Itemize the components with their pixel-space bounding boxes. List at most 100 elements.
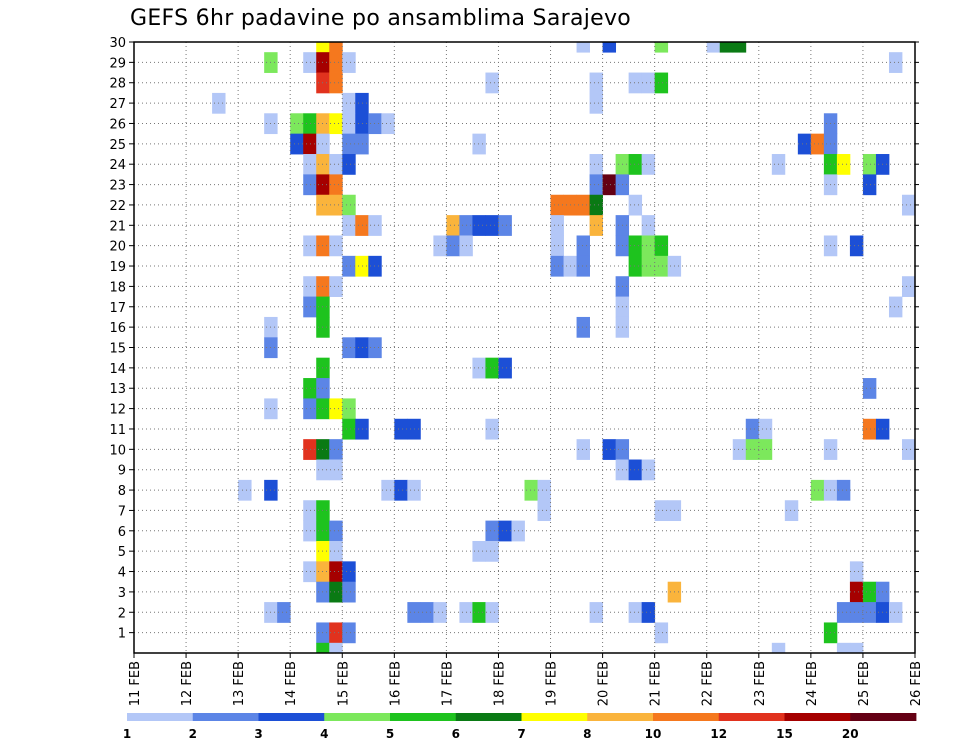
precip-cell-m0-t55 — [849, 642, 864, 654]
axis-ticks: 1234567891011121314151617181920212223242… — [109, 36, 924, 706]
precip-cell-m21-t35 — [589, 215, 603, 236]
x-tick-label: 20 FEB — [597, 661, 612, 706]
precip-cell-m19-t32 — [550, 255, 564, 277]
y-tick-label: 5 — [118, 545, 126, 560]
legend-label: 7 — [517, 727, 525, 741]
precip-cell-m4-t15 — [329, 561, 343, 583]
precip-cell-m26-t16 — [342, 113, 356, 135]
precip-cell-m21-t26 — [472, 215, 486, 236]
precip-cell-m9-t38 — [628, 459, 643, 481]
precip-cell-m22-t16 — [342, 194, 356, 216]
precip-cell-m5-t26 — [472, 540, 486, 562]
color-legend: 1 2 3 4 5 6 7 8 10 12 15 20 — [123, 713, 917, 741]
precip-cell-m19-t16 — [342, 255, 356, 277]
precip-cell-m3-t55 — [849, 581, 864, 603]
y-tick-label: 10 — [109, 443, 126, 458]
legend-label: 4 — [320, 727, 328, 741]
y-tick-label: 15 — [109, 342, 126, 357]
precip-cell-m4-t13 — [303, 561, 317, 583]
x-tick-label: 22 FEB — [701, 661, 716, 706]
legend-swatch — [521, 713, 588, 721]
precip-cell-m8-t52 — [810, 479, 825, 501]
precip-cell-m20-t38 — [628, 235, 643, 257]
legend-swatch — [127, 713, 194, 721]
precip-cell-m20-t34 — [576, 235, 590, 257]
precip-cell-m26-t17 — [355, 113, 369, 135]
precip-cell-m21-t39 — [641, 215, 656, 236]
precip-cell-m18-t59 — [901, 276, 916, 297]
precip-cell-m29-t15 — [329, 52, 343, 73]
y-tick-label: 8 — [118, 484, 126, 499]
precip-cell-m20-t39 — [641, 235, 656, 257]
precip-cell-m25-t51 — [797, 133, 812, 155]
x-tick-label: 17 FEB — [440, 661, 455, 706]
x-tick-label: 16 FEB — [388, 661, 403, 706]
precip-cell-m6-t28 — [498, 520, 512, 542]
precip-cell-m26-t15 — [329, 113, 343, 135]
precip-cell-m1-t40 — [654, 622, 669, 644]
y-tick-label: 30 — [109, 36, 126, 51]
precip-cell-m25-t16 — [342, 133, 356, 155]
y-tick-label: 12 — [109, 403, 126, 418]
precip-cell-m26-t13 — [303, 113, 317, 135]
y-tick-label: 6 — [118, 525, 126, 540]
y-tick-label: 27 — [109, 97, 126, 112]
precip-cell-m12-t15 — [329, 398, 343, 420]
y-tick-label: 18 — [109, 280, 126, 295]
precip-cell-m30-t15 — [329, 42, 343, 53]
precip-cell-m19-t34 — [576, 255, 590, 277]
precip-cell-m19-t38 — [628, 255, 643, 277]
precip-cell-m11-t56 — [862, 418, 877, 440]
legend-swatch — [718, 713, 785, 721]
legend-swatch — [784, 713, 851, 721]
legend-label: 15 — [776, 727, 793, 741]
x-tick-label: 13 FEB — [232, 661, 247, 706]
x-tick-label: 24 FEB — [805, 661, 820, 706]
precip-cell-m15-t18 — [368, 337, 382, 359]
precip-cell-m28-t35 — [589, 72, 603, 94]
precip-cell-m19-t18 — [368, 255, 382, 277]
precip-cell-m23-t15 — [329, 174, 343, 196]
precip-cell-m2-t23 — [433, 602, 447, 623]
legend-swatch — [324, 713, 391, 721]
precip-cell-m22-t15 — [329, 194, 343, 216]
precip-cell-m24-t39 — [641, 154, 656, 175]
precip-cell-m1-t15 — [329, 622, 343, 644]
precip-cell-m25-t12 — [290, 133, 304, 155]
precip-cell-m7-t40 — [654, 500, 669, 522]
precip-cell-m24-t56 — [862, 154, 877, 175]
precip-cell-m16-t34 — [576, 316, 590, 338]
precip-cell-m18-t15 — [329, 276, 343, 297]
y-tick-label: 26 — [109, 117, 126, 132]
y-tick-label: 19 — [109, 260, 126, 275]
precip-cell-m28-t40 — [654, 72, 669, 94]
x-tick-label: 26 FEB — [909, 661, 924, 706]
precip-cell-m10-t47 — [745, 439, 760, 460]
precip-cell-m6-t15 — [329, 520, 343, 542]
precip-cell-m30-t40 — [654, 42, 669, 53]
x-tick-label: 12 FEB — [180, 661, 195, 706]
y-tick-label: 7 — [118, 504, 126, 519]
y-tick-label: 21 — [109, 219, 126, 234]
precip-cell-m30-t45 — [719, 42, 734, 53]
precip-cell-m22-t38 — [628, 194, 643, 216]
precip-cell-m14-t28 — [498, 357, 512, 379]
precip-cell-m25-t17 — [355, 133, 369, 155]
precip-cell-m4-t55 — [849, 561, 864, 583]
y-tick-label: 16 — [109, 321, 126, 336]
legend-label: 20 — [842, 727, 859, 741]
precip-cell-m23-t56 — [862, 174, 877, 196]
precip-cell-m27-t17 — [355, 92, 369, 114]
precip-cell-m17-t13 — [303, 296, 317, 318]
precip-cell-m2-t22 — [420, 602, 434, 623]
y-tick-label: 25 — [109, 138, 126, 153]
precip-cell-m24-t16 — [342, 154, 356, 175]
legend-label: 10 — [645, 727, 662, 741]
precip-cell-m14-t27 — [485, 357, 499, 379]
precip-cell-m30-t34 — [576, 42, 590, 53]
precip-cell-m7-t31 — [537, 500, 551, 522]
precip-cell-m30-t44 — [706, 42, 721, 53]
precip-cell-m19-t39 — [641, 255, 656, 277]
precip-cell-m25-t52 — [810, 133, 825, 155]
